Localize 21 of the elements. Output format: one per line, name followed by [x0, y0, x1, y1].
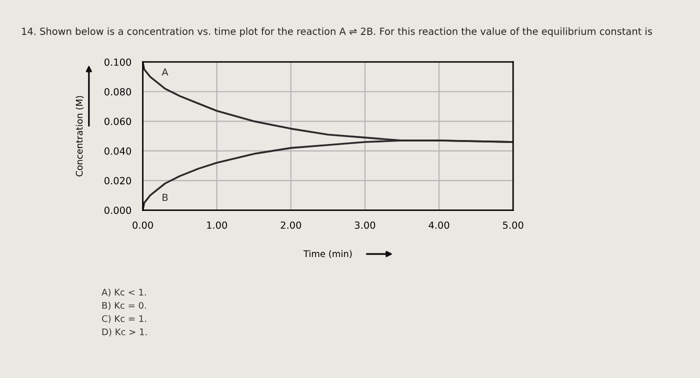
y-tick-label: 0.000: [104, 206, 132, 214]
y-tick-label: 0.020: [104, 177, 132, 184]
x-tick-label: 4.00: [428, 221, 450, 229]
x-tick-label: 2.00: [280, 221, 302, 229]
y-tick-label: 0.060: [104, 118, 132, 126]
series-label: A: [162, 68, 168, 76]
y-tick-label: 0.040: [104, 147, 132, 155]
text: B) Kc = 0.: [102, 302, 146, 310]
text: A) Kc < 1.: [102, 288, 146, 297]
y-tick-label: 0.100: [104, 58, 132, 66]
series-label: B: [162, 194, 168, 201]
text: D) Kc > 1.: [102, 328, 147, 336]
y-axis-title: Concentration (M): [76, 96, 84, 176]
text: C) Kc = 1.: [102, 315, 146, 324]
x-tick-label: 1.00: [207, 221, 228, 229]
x-axis-title: Time (min): [303, 250, 352, 258]
x-tick-label: 5.00: [503, 221, 524, 229]
x-tick-label: 0.00: [132, 221, 153, 229]
chart-title: 14. Shown below is a concentration vs. time plot for the reaction A ⇌ 2B. For this reaction the value of the equilibrium constant is: [22, 27, 652, 37]
y-tick-label: 0.080: [104, 88, 132, 96]
x-tick-label: 3.00: [354, 221, 376, 229]
